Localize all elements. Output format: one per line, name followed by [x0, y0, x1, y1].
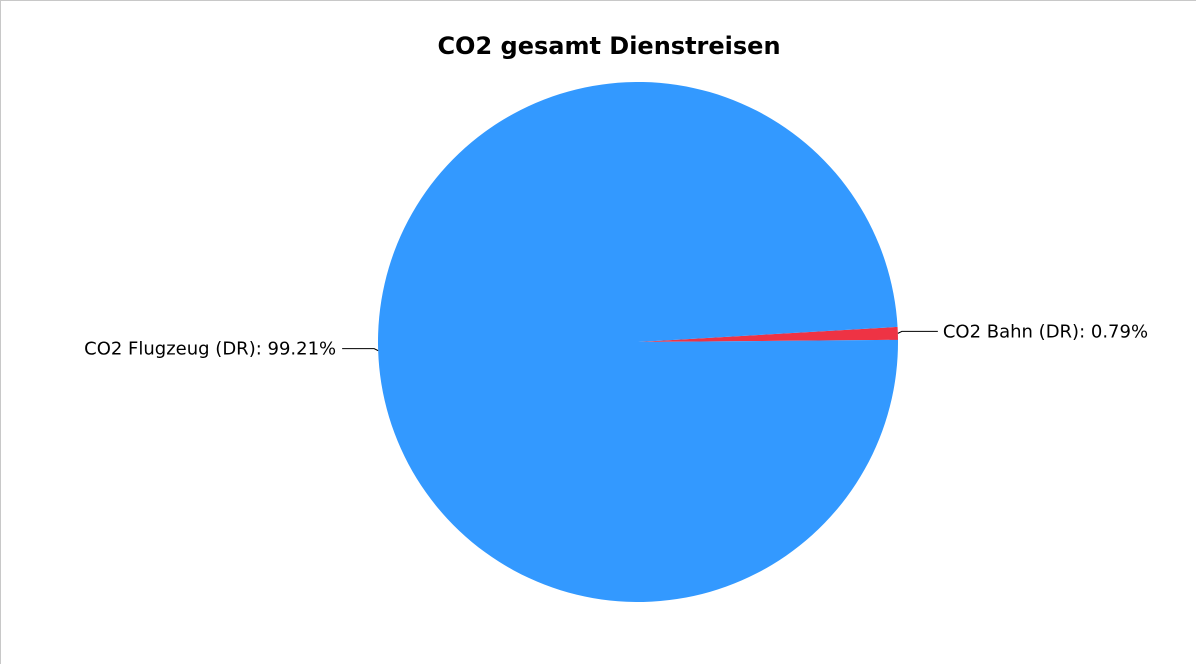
leader-line: [897, 330, 938, 334]
chart-title: CO2 gesamt Dienstreisen: [437, 32, 780, 60]
pie-labels: CO2 Bahn (DR): 0.79% CO2 Flugzeug (DR): 9…: [84, 321, 1148, 359]
pie-slice-co2-bahn-dr: [638, 326, 898, 342]
slice-label: CO2 Flugzeug (DR): 99.21%: [84, 339, 336, 360]
slice-label: CO2 Bahn (DR): 0.79%: [943, 321, 1148, 342]
pie-slice-co2-flugzeug-dr: [378, 82, 898, 603]
pie-slices: [378, 82, 898, 603]
leader-line: [342, 348, 379, 352]
